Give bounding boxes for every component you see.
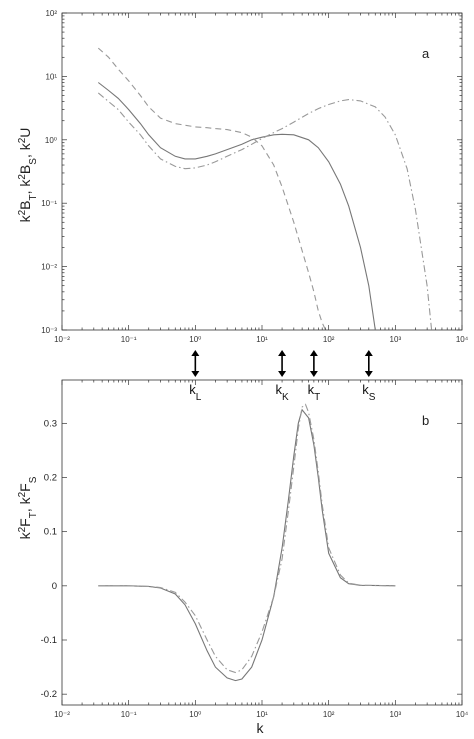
y-tick-label: 0.1 (44, 527, 57, 538)
marker-label: kL (189, 382, 202, 403)
y-tick-label: -0.2 (41, 689, 57, 700)
y-tick-label: -0.1 (41, 635, 57, 646)
arrow-down-icon (309, 371, 318, 377)
y-tick-label: 10⁻² (41, 263, 57, 272)
y-axis-title: k2FT, k2FS (17, 476, 39, 539)
marker-kl: kL (189, 350, 202, 403)
series-line-dashdot (98, 403, 396, 674)
arrow-up-icon (309, 350, 318, 356)
y-tick-label: 10¹ (45, 72, 57, 81)
panel-label: b (422, 413, 429, 428)
y-tick-label: 0 (52, 581, 57, 592)
panel-label: a (422, 46, 430, 61)
marker-ks: kS (362, 350, 376, 403)
plot-frame (61, 12, 463, 331)
series-line-dashed (97, 47, 327, 331)
arrow-up-icon (278, 350, 287, 356)
y-tick-label: 0.2 (44, 473, 57, 484)
x-tick-label: 10² (323, 710, 335, 719)
x-tick-label: 10⁻² (54, 710, 70, 719)
y-tick-label: 0.3 (44, 418, 57, 429)
marker-kt: kT (308, 350, 321, 403)
x-tick-label: 10³ (390, 710, 402, 719)
arrow-up-icon (191, 350, 200, 356)
x-tick-label: 10⁻² (54, 335, 70, 344)
x-tick-label: 10⁰ (189, 710, 201, 719)
arrow-down-icon (191, 371, 200, 377)
marker-label: kT (308, 382, 321, 403)
x-tick-label: 10⁰ (189, 335, 201, 344)
panel-b: 10⁻² 10⁻¹ 10⁰ 10¹ 10² 10³ 10⁴ -0.2 -0.1 0 0.1 0.2 0.… (17, 379, 469, 736)
y-tick-label: 10⁻³ (41, 326, 57, 335)
arrow-up-icon (364, 350, 373, 356)
series-line-solid (97, 82, 376, 331)
x-tick-label: 10¹ (256, 710, 268, 719)
arrow-down-icon (278, 371, 287, 377)
series-line-solid (98, 408, 396, 682)
marker-kk: kK (275, 350, 289, 403)
y-tick-label: 10⁰ (45, 136, 57, 145)
marker-label: kS (362, 382, 376, 403)
x-tick-label: 10² (323, 335, 335, 344)
x-tick-label: 10⁻¹ (121, 710, 137, 719)
panel-a: 10⁻² 10⁻¹ 10⁰ 10¹ 10² 10³ 10⁴10⁻³10⁻²10⁻¹10⁰10… (17, 9, 469, 344)
y-tick-label: 10⁻¹ (41, 199, 57, 208)
x-tick-label: 10⁴ (456, 710, 469, 719)
x-tick-label: 10⁴ (456, 335, 469, 344)
x-tick-label: 10³ (390, 335, 402, 344)
arrow-down-icon (364, 371, 373, 377)
x-tick-label: 10¹ (256, 335, 268, 344)
x-tick-label: 10⁻¹ (121, 335, 137, 344)
x-axis-title: k (257, 720, 265, 736)
plot-frame (61, 379, 463, 706)
marker-label: kK (275, 382, 289, 403)
wavenumber-markers: kL kK kT kS (189, 350, 376, 403)
series-line-dashdot (97, 92, 433, 331)
y-axis-title: k2BT, k2BS, k2U (17, 128, 39, 223)
y-tick-label: 10² (45, 9, 57, 18)
